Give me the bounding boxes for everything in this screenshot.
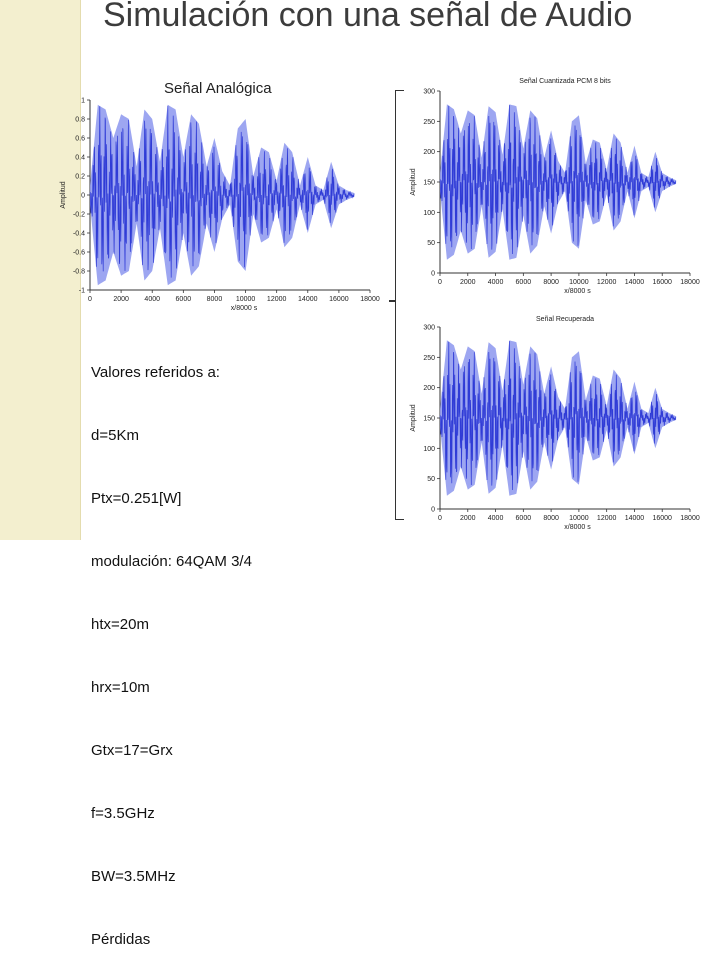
y-tick-label: -0.2 (73, 212, 85, 219)
y-tick-label: 250 (423, 355, 435, 362)
x-tick-label: 2000 (460, 279, 476, 286)
x-tick-label: 6000 (176, 296, 192, 303)
x-tick-label: 18000 (680, 515, 700, 522)
x-tick-label: 8000 (543, 515, 559, 522)
x-tick-label: 10000 (569, 515, 589, 522)
x-axis-label: x/8000 s (231, 305, 258, 312)
y-axis-label: Amplitud (60, 181, 67, 208)
y-tick-label: -0.4 (73, 231, 85, 238)
param-line: BW=3.5MHz (91, 868, 176, 885)
x-tick-label: 12000 (597, 279, 617, 286)
y-tick-label: 200 (423, 385, 435, 392)
y-tick-label: 0.4 (75, 155, 85, 162)
x-tick-label: 16000 (329, 296, 349, 303)
param-line: Pérdidas (91, 931, 151, 948)
bracket-line (395, 90, 404, 520)
chart-title: Señal Cuantizada PCM 8 bits (519, 78, 611, 85)
bracket-tick (389, 300, 396, 302)
y-tick-label: 50 (427, 476, 435, 483)
x-tick-label: 16000 (652, 279, 672, 286)
recovered-signal-chart: 0 2000 4000 6000 8000 10000 12000 14000 16000 180… (410, 316, 700, 530)
y-tick-label: -0.8 (73, 269, 85, 276)
y-tick-label: 100 (423, 446, 435, 453)
param-line: Gtx=17=Grx (91, 742, 173, 759)
x-tick-label: 6000 (516, 515, 532, 522)
param-line: htx=20m (91, 616, 149, 633)
chart-title: Señal Recuperada (536, 316, 594, 323)
x-tick-label: 0 (438, 515, 442, 522)
x-tick-label: 8000 (543, 279, 559, 286)
y-tick-label: 200 (423, 149, 435, 156)
x-tick-label: 14000 (625, 515, 645, 522)
x-tick-label: 4000 (144, 296, 160, 303)
y-tick-label: 0.8 (75, 117, 85, 124)
x-tick-label: 0 (438, 279, 442, 286)
pcm-quantized-chart: 0 2000 4000 6000 8000 10000 12000 14000 16000 180… (410, 78, 700, 295)
y-tick-label: 300 (423, 325, 435, 332)
x-axis-label: x/8000 s (564, 524, 591, 530)
y-tick-label: 0 (431, 271, 435, 278)
y-axis-label: Amplitud (410, 404, 417, 431)
x-tick-label: 8000 (207, 296, 223, 303)
x-tick-label: 12000 (267, 296, 287, 303)
x-tick-label: 16000 (652, 515, 672, 522)
param-line: Ptx=0.251[W] (91, 490, 182, 507)
param-line: hrx=10m (91, 679, 150, 696)
y-axis-label: Amplitud (410, 168, 417, 195)
param-line: f=3.5GHz (91, 805, 155, 822)
y-tick-label: 0.6 (75, 136, 85, 143)
x-tick-label: 14000 (625, 279, 645, 286)
x-tick-label: 2000 (113, 296, 129, 303)
decorative-side-strip (0, 0, 81, 540)
x-tick-label: 14000 (298, 296, 318, 303)
x-tick-label: 12000 (597, 515, 617, 522)
x-tick-label: 18000 (360, 296, 380, 303)
x-tick-label: 10000 (236, 296, 256, 303)
y-tick-label: 150 (423, 416, 435, 423)
waveform-series (89, 105, 355, 278)
y-tick-label: -1 (79, 288, 85, 295)
y-tick-label: 0 (81, 193, 85, 200)
waveform-series (439, 341, 677, 491)
param-line: Valores referidos a: (91, 364, 220, 381)
y-tick-label: 150 (423, 180, 435, 187)
analog-signal-label: Señal Analógica (164, 80, 272, 97)
waveform-series (439, 105, 677, 255)
param-line: d=5Km (91, 427, 139, 444)
y-tick-label: 1 (81, 98, 85, 105)
param-line: modulación: 64QAM 3/4 (91, 553, 252, 570)
x-tick-label: 18000 (680, 279, 700, 286)
x-tick-label: 10000 (569, 279, 589, 286)
y-tick-label: 100 (423, 210, 435, 217)
x-tick-label: 4000 (488, 515, 504, 522)
y-tick-label: 50 (427, 240, 435, 247)
x-tick-label: 6000 (516, 279, 532, 286)
slide-title: Simulación con una señal de Audio (103, 0, 633, 34)
y-tick-label: -0.6 (73, 250, 85, 257)
x-tick-label: 2000 (460, 515, 476, 522)
y-tick-label: 0 (431, 507, 435, 514)
analog-signal-chart: 0 2000 4000 6000 8000 10000 12000 14000 16000 180… (60, 98, 380, 313)
y-tick-label: 300 (423, 89, 435, 96)
y-tick-label: 0.2 (75, 174, 85, 181)
y-tick-label: 250 (423, 119, 435, 126)
x-tick-label: 4000 (488, 279, 504, 286)
parameters-list: Valores referidos a: d=5Km Ptx=0.251[W] … (91, 320, 252, 971)
x-tick-label: 0 (88, 296, 92, 303)
x-axis-label: x/8000 s (564, 288, 591, 295)
